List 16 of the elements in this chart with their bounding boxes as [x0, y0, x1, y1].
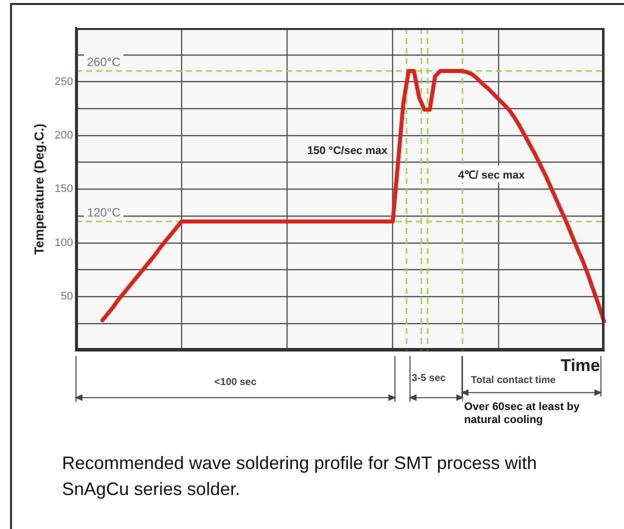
- y-axis-title: Temperature (Deg.C.): [31, 124, 46, 255]
- ref-line-label: 120°C: [86, 205, 121, 220]
- annotation: 4℃/ sec max: [456, 166, 527, 182]
- text: Total contact time: [470, 375, 556, 386]
- ref-line-label: 260°C: [86, 54, 121, 69]
- x-axis-title: Time: [558, 356, 602, 376]
- y-tick-label: 200: [54, 130, 73, 142]
- text: Over 60sec at least by natural cooling: [464, 401, 581, 427]
- text: <100 sec: [214, 377, 256, 388]
- y-tick-label: 50: [60, 290, 73, 303]
- y-tick-label: 250: [54, 76, 73, 88]
- y-tick-label: 150: [54, 183, 73, 196]
- y-tick-label: 100: [54, 236, 73, 249]
- text: 3-5 sec: [412, 373, 446, 384]
- text: Recommended wave soldering profile for SMT process with SnAgCu series solder.: [62, 452, 538, 501]
- annotation: 150 °C/sec max: [307, 145, 388, 157]
